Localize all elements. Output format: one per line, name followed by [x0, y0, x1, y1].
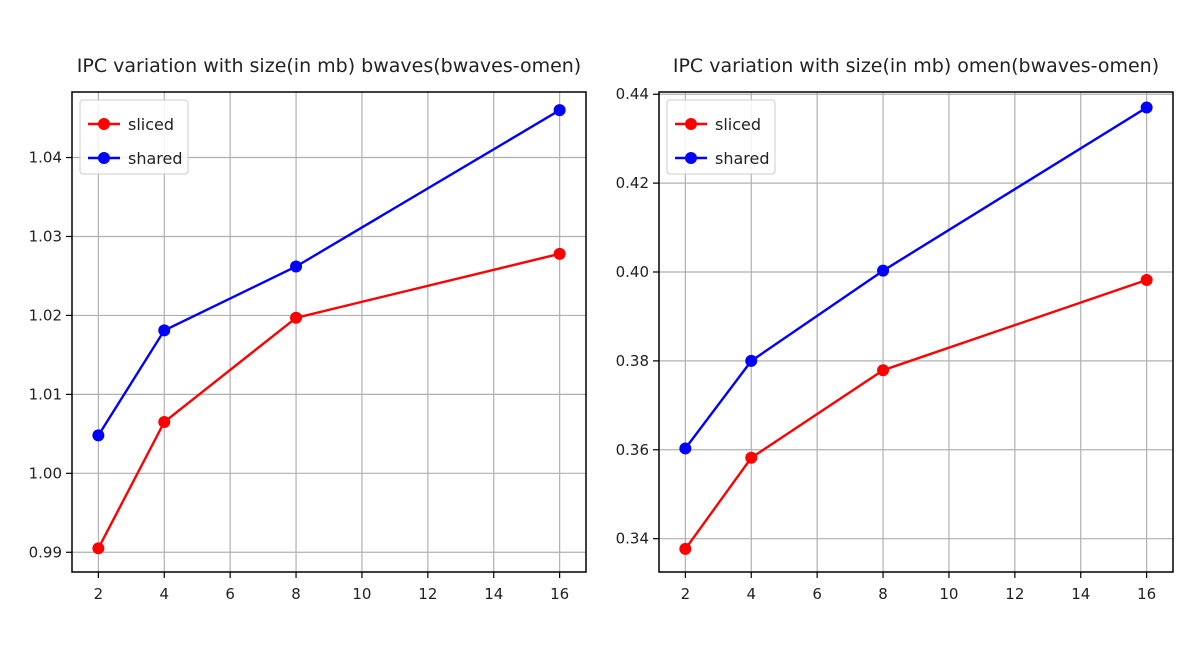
chart-title: IPC variation with size(in mb) bwaves(bw… [77, 55, 581, 77]
y-tick-label: 1.01 [29, 385, 62, 403]
data-point-sliced [745, 451, 758, 464]
y-tick-label: 0.38 [616, 352, 649, 370]
y-tick-label: 1.00 [29, 464, 62, 482]
x-tick-label: 14 [1071, 585, 1090, 603]
legend-marker-shared [685, 152, 697, 164]
legend-marker-sliced [98, 118, 110, 130]
y-tick-label: 1.03 [29, 227, 62, 245]
chart-panel-1: 2 4 6 8 10 12 14 16 0.99 1.00 1.01 1.02 1.03 1.04 IPC … [29, 55, 587, 603]
data-point-sliced [679, 542, 692, 555]
legend-label-shared: shared [128, 149, 183, 168]
x-tick-label: 6 [812, 585, 822, 603]
data-point-shared [553, 104, 566, 117]
x-tick-label: 10 [352, 585, 371, 603]
data-point-sliced [158, 416, 171, 428]
y-tick-label: 0.36 [616, 441, 649, 459]
data-point-sliced [290, 311, 303, 324]
y-tick-label: 0.40 [616, 263, 649, 281]
data-point-sliced [877, 364, 890, 377]
data-point-shared [877, 264, 890, 277]
chart-panel-2: 2 4 6 8 10 12 14 16 0.34 0.36 0.38 0.40 0.42 0.44 IPC … [616, 55, 1174, 603]
legend-marker-sliced [685, 118, 697, 130]
x-tick-label: 16 [1137, 585, 1156, 603]
x-tick-label: 8 [878, 585, 888, 603]
y-tick-label: 1.04 [29, 149, 62, 167]
x-tick-label: 2 [94, 585, 104, 603]
legend-marker-shared [98, 152, 110, 164]
axes-frame [71, 91, 587, 573]
series-line-shared [97, 109, 561, 437]
series-line-shared [684, 106, 1148, 450]
x-tick-label: 12 [418, 585, 437, 603]
chart-title: IPC variation with size(in mb) omen(bwav… [673, 55, 1159, 77]
x-tick-label: 10 [939, 585, 958, 603]
legend-label-shared: shared [715, 149, 770, 168]
series-line-sliced [97, 252, 560, 549]
x-tick-label: 4 [746, 585, 756, 603]
x-tick-label: 14 [484, 585, 503, 603]
x-tick-label: 4 [159, 585, 169, 603]
x-tick-label: 12 [1005, 585, 1024, 603]
y-tick-label: 0.99 [29, 543, 62, 561]
axes-frame [658, 91, 1174, 573]
data-point-shared [1140, 101, 1153, 114]
data-point-shared [679, 442, 692, 455]
data-point-shared [745, 354, 758, 367]
x-tick-label: 6 [225, 585, 235, 603]
series-line-sliced [684, 278, 1147, 550]
y-tick-label: 0.44 [616, 85, 649, 103]
legend-label-sliced: sliced [715, 115, 761, 134]
data-point-sliced [1140, 274, 1153, 286]
x-tick-label: 8 [291, 585, 301, 603]
data-point-shared [158, 324, 171, 337]
x-tick-label: 16 [550, 585, 569, 603]
legend-label-sliced: sliced [128, 115, 174, 134]
x-tick-label: 2 [681, 585, 691, 603]
y-tick-label: 0.42 [616, 174, 649, 192]
y-tick-label: 1.02 [29, 306, 62, 324]
data-point-shared [92, 429, 105, 442]
data-point-sliced [92, 542, 105, 555]
legend: sliced shared [79, 99, 189, 175]
data-point-shared [290, 260, 303, 273]
legend: sliced shared [666, 99, 776, 175]
data-point-sliced [553, 247, 566, 260]
y-tick-label: 0.34 [616, 530, 649, 548]
